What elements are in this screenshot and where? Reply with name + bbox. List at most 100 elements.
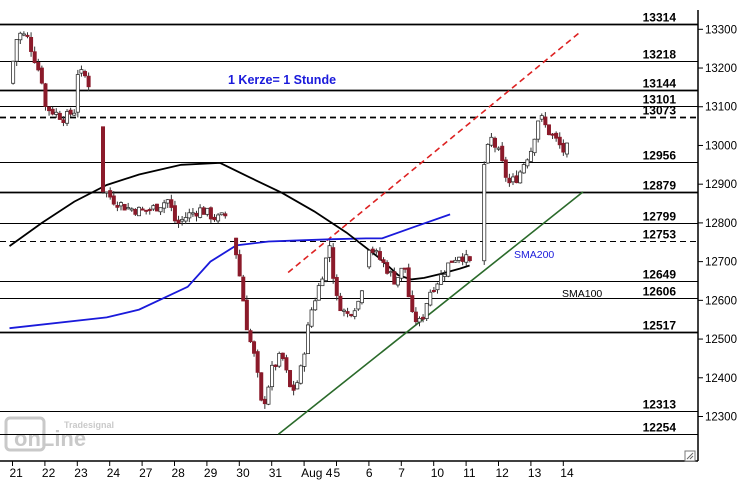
candle-annotation: 1 Kerze= 1 Stunde — [228, 73, 336, 87]
candle — [288, 369, 293, 388]
candle — [381, 257, 386, 268]
candle-body — [431, 290, 436, 293]
candle — [187, 208, 192, 223]
level-label: 13073 — [643, 104, 677, 118]
candle — [11, 60, 16, 85]
candle-body — [136, 206, 141, 217]
candle — [111, 191, 116, 206]
candle-body — [43, 83, 48, 107]
candle-body — [316, 285, 321, 301]
candle — [72, 109, 77, 116]
y-tick-label: 13200 — [705, 63, 737, 75]
level-label: 12879 — [643, 179, 677, 193]
y-axis: 12300 12400 12500 12600 12700 12800 12900 13000… — [698, 24, 737, 424]
candle-body — [219, 212, 224, 216]
candle — [485, 143, 490, 164]
x-tick-label: 14 — [560, 466, 574, 480]
x-tick-label: 5 — [334, 466, 341, 480]
candle-body — [320, 278, 325, 287]
candle-body — [147, 209, 152, 212]
candle — [115, 201, 120, 212]
candle — [101, 126, 106, 194]
candle-body — [101, 126, 106, 193]
x-tick-label: 13 — [528, 466, 542, 480]
candle-body — [126, 207, 131, 210]
trendline-resistance — [287, 31, 581, 274]
y-tick-label: 12400 — [705, 373, 737, 385]
candle-body — [377, 251, 382, 260]
candle-body — [410, 295, 415, 313]
candle — [122, 203, 127, 211]
candle-body — [133, 208, 138, 215]
candle-body — [284, 357, 289, 371]
candle — [410, 290, 415, 313]
candle-body — [118, 202, 123, 207]
candle-body — [381, 259, 386, 263]
candle-body — [18, 32, 23, 41]
candle-body — [151, 205, 156, 210]
candle — [356, 300, 361, 311]
candle-body — [83, 71, 88, 77]
y-tick-label: 12700 — [705, 257, 737, 269]
candle-body — [108, 190, 113, 198]
candle — [259, 372, 264, 402]
candle-body — [385, 262, 390, 274]
candle-body — [528, 150, 533, 162]
candle-body — [158, 207, 163, 213]
candle — [36, 58, 41, 72]
candle — [536, 120, 541, 143]
candle — [237, 249, 242, 277]
candle-body — [338, 295, 343, 312]
candle-body — [190, 212, 195, 215]
candle-body — [216, 214, 221, 222]
candle-body — [306, 324, 311, 355]
candle-body — [266, 386, 271, 405]
level-label: 12799 — [643, 210, 677, 224]
level-label: 12606 — [643, 285, 677, 299]
candle-body — [273, 364, 278, 367]
candle-body — [514, 175, 519, 184]
candle — [176, 215, 181, 228]
x-tick-label: 28 — [172, 466, 186, 480]
candle — [352, 308, 357, 320]
candle-body — [140, 208, 145, 211]
candle-body — [104, 191, 109, 194]
candle — [126, 202, 131, 210]
sma200-label: SMA200 — [514, 249, 554, 261]
candle — [453, 257, 458, 263]
x-tick-label: 11 — [463, 466, 476, 480]
candle — [521, 163, 526, 174]
candle-body — [291, 384, 296, 391]
candle — [359, 289, 364, 305]
candle — [482, 161, 487, 265]
level-label: 13101 — [643, 93, 677, 107]
candle — [435, 282, 440, 294]
candle-body — [115, 205, 120, 208]
candle-body — [183, 217, 188, 222]
candle — [532, 138, 537, 156]
candle-body — [435, 283, 440, 291]
candle — [428, 289, 433, 307]
candle-body — [14, 39, 19, 62]
candle — [467, 255, 472, 263]
candle — [525, 158, 530, 169]
candle — [86, 72, 91, 91]
candle-body — [313, 300, 318, 311]
candle-body — [464, 254, 469, 263]
candle-body — [493, 137, 498, 148]
candle-body — [122, 203, 127, 211]
candle-body — [367, 249, 372, 268]
resize-grip-icon[interactable] — [684, 450, 696, 462]
x-axis: 21 22 23 24 27 28 29 30 31 Aug 4 5 6 7 10 11 12 13 14 — [10, 461, 574, 480]
candle-body — [453, 259, 458, 263]
candle-body — [446, 262, 451, 277]
x-tick-label: 22 — [42, 466, 56, 480]
candle — [295, 380, 300, 390]
candle-body — [388, 271, 393, 274]
candle-body — [525, 159, 530, 167]
candle — [50, 106, 55, 116]
candle-body — [169, 199, 174, 208]
candle-body — [111, 195, 116, 205]
candle-body — [460, 256, 465, 262]
